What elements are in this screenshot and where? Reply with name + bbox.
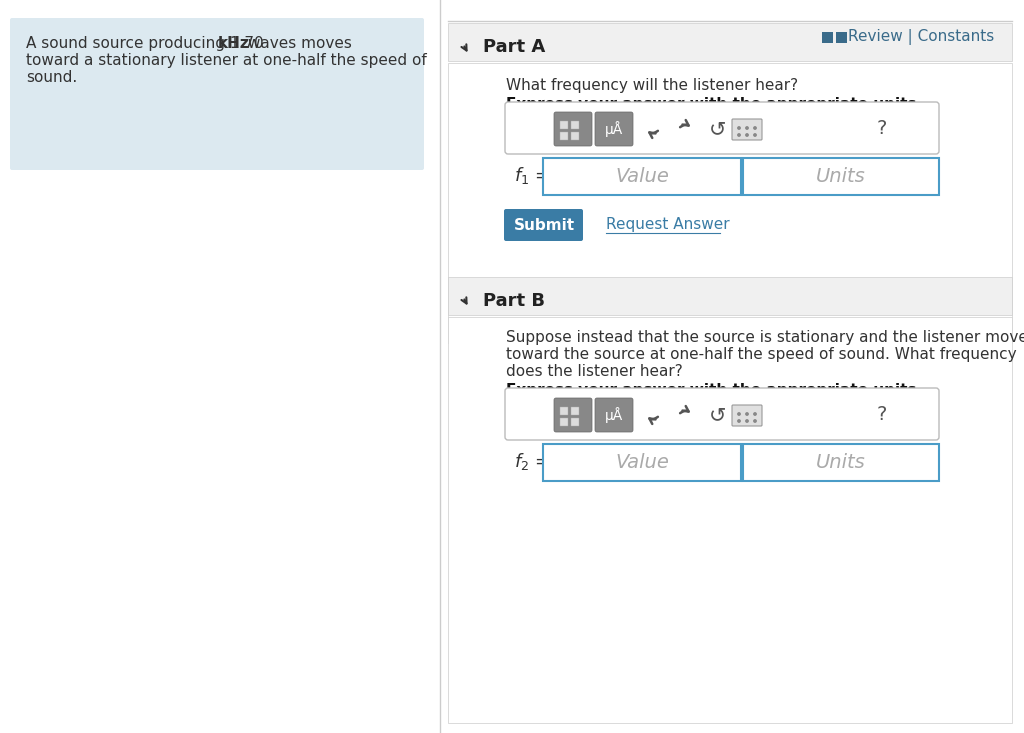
FancyBboxPatch shape (543, 158, 741, 195)
Text: toward the source at one-half the speed of sound. What frequency: toward the source at one-half the speed … (506, 347, 1017, 362)
FancyBboxPatch shape (505, 388, 939, 440)
FancyBboxPatch shape (560, 121, 568, 129)
Circle shape (745, 413, 749, 415)
Circle shape (738, 420, 740, 422)
Circle shape (754, 134, 756, 136)
Text: $f_1$ =: $f_1$ = (514, 166, 550, 186)
Text: μÅ: μÅ (605, 407, 624, 423)
FancyBboxPatch shape (449, 63, 1012, 343)
FancyBboxPatch shape (504, 209, 583, 241)
Circle shape (754, 420, 756, 422)
Text: $f_2$ =: $f_2$ = (514, 452, 550, 473)
Text: What frequency will the listener hear?: What frequency will the listener hear? (506, 78, 798, 93)
FancyBboxPatch shape (732, 119, 762, 140)
Text: Express your answer with the appropriate units.: Express your answer with the appropriate… (506, 97, 923, 112)
FancyBboxPatch shape (571, 407, 579, 415)
Circle shape (745, 127, 749, 129)
FancyBboxPatch shape (505, 102, 939, 154)
FancyBboxPatch shape (571, 132, 579, 140)
FancyBboxPatch shape (449, 23, 1012, 61)
Circle shape (738, 127, 740, 129)
Circle shape (738, 134, 740, 136)
FancyBboxPatch shape (595, 398, 633, 432)
Text: does the listener hear?: does the listener hear? (506, 364, 683, 379)
FancyBboxPatch shape (836, 32, 847, 43)
Text: A sound source producing 1.70: A sound source producing 1.70 (26, 36, 268, 51)
Circle shape (745, 420, 749, 422)
Text: Express your answer with the appropriate units.: Express your answer with the appropriate… (506, 383, 923, 398)
Text: Part A: Part A (483, 38, 545, 56)
Text: Value: Value (615, 166, 669, 185)
Text: Part B: Part B (483, 292, 545, 310)
FancyBboxPatch shape (571, 418, 579, 426)
FancyBboxPatch shape (449, 277, 1012, 315)
FancyBboxPatch shape (554, 112, 592, 146)
Text: kHz: kHz (218, 36, 250, 51)
FancyBboxPatch shape (554, 398, 592, 432)
Text: ?: ? (877, 405, 887, 424)
Text: ↺: ↺ (710, 119, 727, 139)
FancyBboxPatch shape (743, 444, 939, 481)
FancyBboxPatch shape (822, 32, 833, 43)
Text: ↺: ↺ (710, 405, 727, 425)
Text: Units: Units (816, 452, 866, 471)
Text: sound.: sound. (26, 70, 77, 85)
Text: Request Answer: Request Answer (606, 218, 730, 232)
FancyBboxPatch shape (732, 405, 762, 426)
FancyBboxPatch shape (571, 121, 579, 129)
FancyBboxPatch shape (10, 18, 424, 170)
Circle shape (745, 134, 749, 136)
Text: Review | Constants: Review | Constants (848, 29, 994, 45)
Text: Submit: Submit (513, 218, 574, 232)
Text: toward a stationary listener at one-half the speed of: toward a stationary listener at one-half… (26, 53, 427, 68)
FancyBboxPatch shape (449, 317, 1012, 723)
Text: Suppose instead that the source is stationary and the listener moves: Suppose instead that the source is stati… (506, 330, 1024, 345)
FancyBboxPatch shape (595, 112, 633, 146)
Text: waves moves: waves moves (243, 36, 352, 51)
FancyBboxPatch shape (560, 418, 568, 426)
Circle shape (738, 413, 740, 415)
Text: ?: ? (877, 119, 887, 139)
Text: μÅ: μÅ (605, 121, 624, 137)
Text: Value: Value (615, 452, 669, 471)
FancyBboxPatch shape (543, 444, 741, 481)
Circle shape (754, 413, 756, 415)
FancyBboxPatch shape (743, 158, 939, 195)
Circle shape (754, 127, 756, 129)
Text: Units: Units (816, 166, 866, 185)
FancyBboxPatch shape (560, 132, 568, 140)
FancyBboxPatch shape (560, 407, 568, 415)
